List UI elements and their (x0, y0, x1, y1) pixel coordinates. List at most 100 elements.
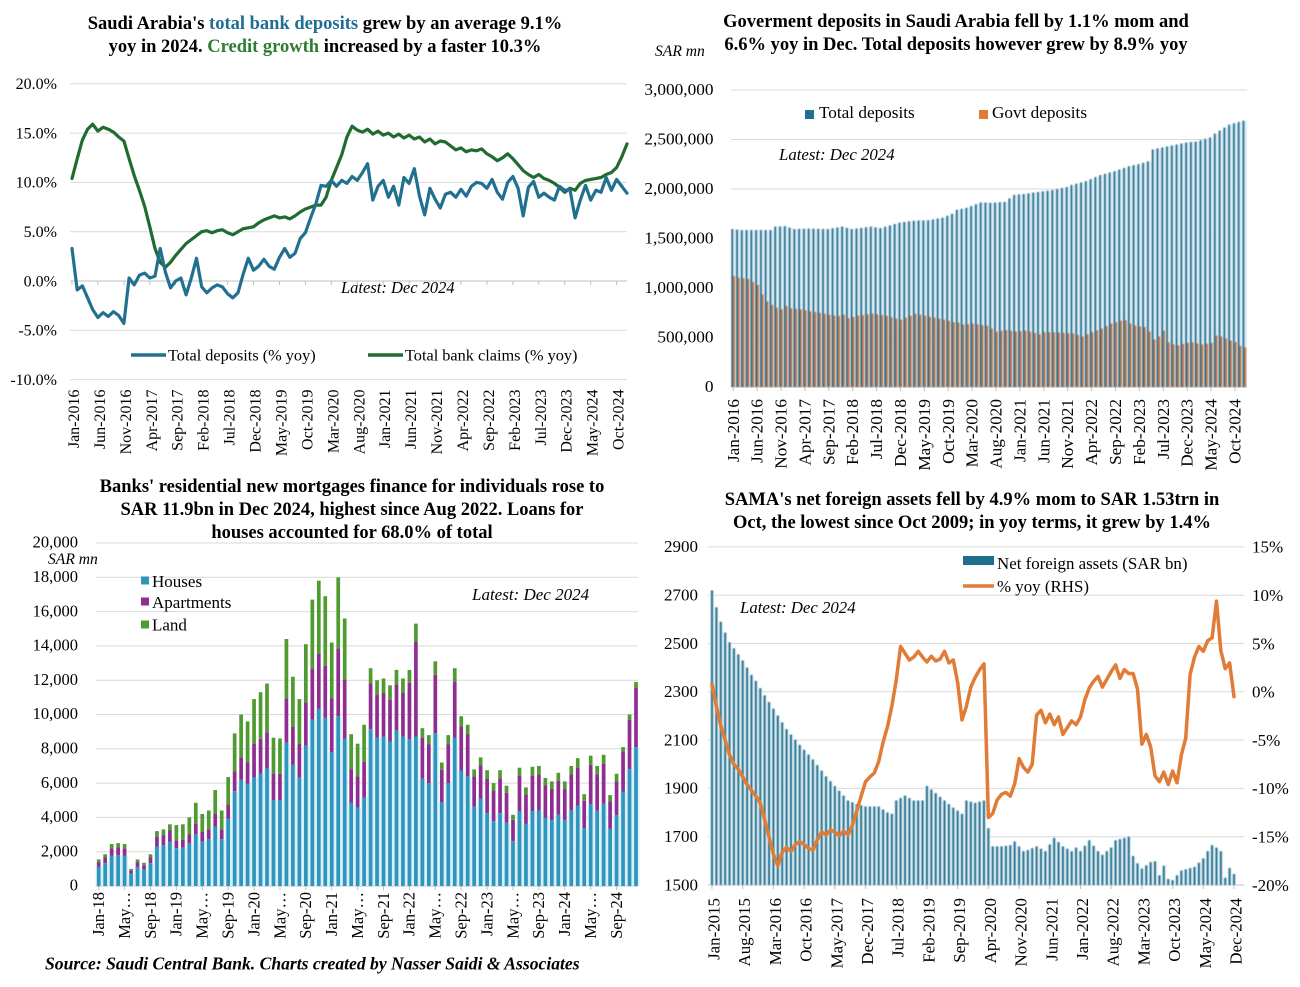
svg-text:Jun-2016: Jun-2016 (748, 399, 767, 463)
svg-text:18,000: 18,000 (33, 567, 78, 586)
svg-text:SAR mn: SAR mn (655, 43, 705, 60)
svg-text:May…: May… (503, 892, 522, 939)
svg-text:15.0%: 15.0% (16, 125, 57, 142)
svg-text:Aug-2022: Aug-2022 (1104, 898, 1123, 967)
svg-text:Apr-2017: Apr-2017 (796, 399, 815, 466)
svg-text:Source: Saudi Central Bank. Ch: Source: Saudi Central Bank. Charts creat… (45, 954, 580, 974)
svg-text:Sep-22: Sep-22 (452, 892, 471, 939)
svg-text:May…: May… (581, 892, 600, 939)
svg-text:Sep-21: Sep-21 (374, 892, 393, 939)
svg-text:Houses: Houses (152, 572, 202, 591)
svg-text:1900: 1900 (664, 779, 698, 798)
svg-text:Nov-2016: Nov-2016 (772, 399, 791, 469)
svg-text:Jan-2021: Jan-2021 (377, 390, 394, 449)
svg-text:May…: May… (115, 892, 134, 939)
svg-text:Sep-18: Sep-18 (141, 892, 160, 939)
svg-text:Sep-20: Sep-20 (296, 892, 315, 939)
svg-text:Oct-2024: Oct-2024 (1226, 399, 1245, 464)
svg-text:Goverment deposits in Saudi Ar: Goverment deposits in Saudi Arabia fell … (723, 12, 1189, 32)
svg-text:2100: 2100 (664, 730, 698, 749)
svg-text:Dec-2023: Dec-2023 (1178, 399, 1197, 467)
svg-text:20,000: 20,000 (33, 533, 78, 552)
svg-text:0: 0 (705, 377, 714, 396)
svg-text:Dec-2018: Dec-2018 (248, 390, 265, 453)
svg-text:Jul-2018: Jul-2018 (222, 390, 239, 446)
svg-text:Nov-2021: Nov-2021 (429, 390, 446, 455)
svg-text:Jan-23: Jan-23 (477, 892, 496, 936)
svg-text:Dec-2017: Dec-2017 (858, 898, 877, 965)
svg-text:500,000: 500,000 (657, 328, 713, 347)
svg-text:Banks' residential new mortgag: Banks' residential new mortgages finance… (100, 477, 605, 497)
svg-text:1,500,000: 1,500,000 (644, 229, 713, 248)
svg-text:1,000,000: 1,000,000 (644, 278, 713, 297)
svg-text:10,000: 10,000 (33, 704, 78, 723)
svg-text:14,000: 14,000 (33, 636, 78, 655)
svg-text:5.0%: 5.0% (24, 224, 57, 241)
svg-text:May-2024: May-2024 (585, 390, 602, 457)
svg-text:May-2024: May-2024 (1202, 399, 1221, 471)
svg-text:Sep-2022: Sep-2022 (481, 390, 498, 451)
svg-text:Aug-2020: Aug-2020 (351, 390, 368, 455)
svg-text:Jan-19: Jan-19 (167, 892, 186, 936)
svg-text:2700: 2700 (664, 586, 698, 605)
svg-text:Jun-2021: Jun-2021 (1034, 399, 1053, 463)
svg-text:Dec-2018: Dec-2018 (891, 399, 910, 467)
svg-text:Jul-2023: Jul-2023 (533, 390, 550, 446)
svg-text:Jan-21: Jan-21 (322, 892, 341, 936)
svg-text:Sep-19: Sep-19 (219, 892, 238, 939)
svg-text:Sep-2017: Sep-2017 (819, 399, 838, 465)
svg-text:Total deposits: Total deposits (819, 103, 915, 122)
svg-text:Saudi Arabia's total bank depo: Saudi Arabia's total bank deposits grew … (88, 14, 563, 34)
svg-text:houses accounted for 68.0% of: houses accounted for 68.0% of total (211, 523, 492, 543)
svg-text:Jan-18: Jan-18 (89, 892, 108, 936)
svg-text:May…: May… (270, 892, 289, 939)
svg-text:0.0%: 0.0% (24, 273, 57, 290)
svg-text:Total bank claims (% yoy): Total bank claims (% yoy) (405, 346, 577, 365)
svg-text:10%: 10% (1252, 586, 1283, 605)
svg-text:May-2019: May-2019 (915, 399, 934, 471)
svg-text:Oct-2019: Oct-2019 (939, 399, 958, 464)
svg-text:2900: 2900 (664, 537, 698, 556)
svg-text:-5%: -5% (1252, 731, 1280, 750)
svg-text:Jan-24: Jan-24 (555, 892, 574, 936)
svg-text:Sep-24: Sep-24 (607, 892, 626, 939)
svg-text:1500: 1500 (664, 875, 698, 894)
svg-text:Govt deposits: Govt deposits (992, 103, 1087, 122)
svg-text:Jun-2016: Jun-2016 (92, 390, 109, 450)
svg-text:Nov-2021: Nov-2021 (1058, 399, 1077, 469)
svg-text:Latest: Dec 2024: Latest: Dec 2024 (778, 145, 895, 164)
svg-text:Latest: Dec 2024: Latest: Dec 2024 (739, 598, 856, 617)
svg-text:Oct-2023: Oct-2023 (1165, 898, 1184, 962)
svg-text:Mar-2016: Mar-2016 (766, 898, 785, 965)
svg-text:6,000: 6,000 (41, 773, 78, 792)
svg-text:Feb-2018: Feb-2018 (843, 399, 862, 465)
svg-text:Jul-2023: Jul-2023 (1154, 399, 1173, 459)
svg-text:SAR 11.9bn in Dec 2024, highes: SAR 11.9bn in Dec 2024, highest since Au… (120, 500, 583, 520)
svg-text:Feb-2023: Feb-2023 (1130, 399, 1149, 465)
svg-text:Jan-22: Jan-22 (400, 892, 419, 936)
svg-text:Latest: Dec 2024: Latest: Dec 2024 (340, 278, 455, 297)
svg-text:Dec-2024: Dec-2024 (1227, 897, 1246, 964)
svg-text:0%: 0% (1252, 683, 1275, 702)
svg-text:Apartments: Apartments (152, 593, 231, 612)
svg-text:Mar-2020: Mar-2020 (963, 399, 982, 467)
svg-text:Jul-2018: Jul-2018 (867, 399, 886, 459)
svg-text:10.0%: 10.0% (16, 175, 57, 192)
svg-text:2500: 2500 (664, 634, 698, 653)
svg-text:8,000: 8,000 (41, 739, 78, 758)
svg-text:Net foreign assets (SAR bn): Net foreign assets (SAR bn) (997, 554, 1187, 573)
svg-text:Mar-2023: Mar-2023 (1134, 898, 1153, 965)
svg-text:2300: 2300 (664, 682, 698, 701)
svg-text:Apr-2020: Apr-2020 (981, 898, 1000, 963)
svg-text:Nov-2020: Nov-2020 (1012, 898, 1031, 967)
svg-text:Apr-2022: Apr-2022 (455, 390, 472, 452)
svg-text:Land: Land (152, 616, 187, 635)
svg-text:Latest: Dec 2024: Latest: Dec 2024 (471, 585, 590, 604)
svg-text:May…: May… (348, 892, 367, 939)
svg-text:-10.0%: -10.0% (10, 372, 57, 389)
svg-text:Sep-23: Sep-23 (529, 892, 548, 939)
svg-text:Oct-2019: Oct-2019 (299, 390, 316, 450)
svg-text:SAR mn: SAR mn (48, 551, 98, 568)
svg-text:Feb-2023: Feb-2023 (507, 390, 524, 451)
svg-text:Apr-2017: Apr-2017 (144, 390, 161, 452)
